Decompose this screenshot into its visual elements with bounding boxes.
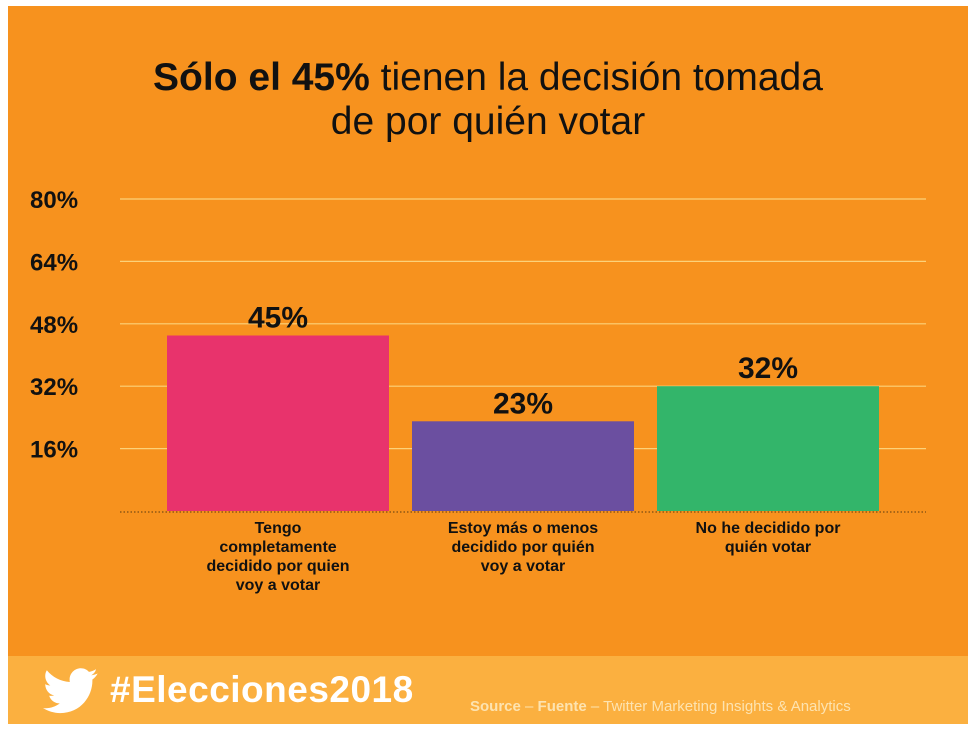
source-sep2: – [586, 698, 604, 715]
x-category-label: Tengo completamente decidido por quien voy … [206, 520, 349, 594]
y-tick-label: 48% [30, 312, 78, 339]
bar [657, 386, 879, 511]
bar [412, 421, 634, 511]
chart-title: Sólo el 45% tienen la decisión tomada de… [8, 56, 968, 144]
source-name: Twitter Marketing Insights & Analytics [603, 698, 851, 715]
source-credit: Source – Fuente – Twitter Marketing Insi… [470, 698, 851, 715]
bar-value-label: 45% [248, 302, 308, 335]
twitter-bird-icon [42, 668, 98, 714]
y-tick-label: 64% [30, 249, 78, 276]
source-sep1: – [520, 698, 538, 715]
y-tick-label: 32% [30, 374, 78, 401]
hashtag-label: #Elecciones2018 [110, 669, 414, 710]
bar-chart: 16% 32% 48% 64% 80% 45% Tengo completamente deci… [30, 187, 926, 594]
y-tick-label: 80% [30, 187, 78, 214]
bar [167, 335, 389, 511]
title-rest: tienen la decisión tomada [369, 56, 823, 99]
bar-value-label: 23% [493, 387, 553, 420]
source-word: Source [470, 698, 521, 715]
title-line2: de por quién votar [330, 100, 646, 143]
infographic-frame: Sólo el 45% tienen la decisión tomada de… [8, 6, 968, 724]
fuente-word: Fuente [537, 698, 587, 715]
title-bold: Sólo el 45% [153, 56, 370, 99]
footer-bar: #Elecciones2018 Source – Fuente – Twitte… [8, 656, 968, 724]
x-category-label: No he decidido por quién votar [696, 520, 841, 556]
x-category-label: Estoy más o menos decidido por quién voy a… [448, 520, 598, 575]
y-tick-label: 16% [30, 437, 78, 464]
bar-value-label: 32% [738, 352, 798, 385]
